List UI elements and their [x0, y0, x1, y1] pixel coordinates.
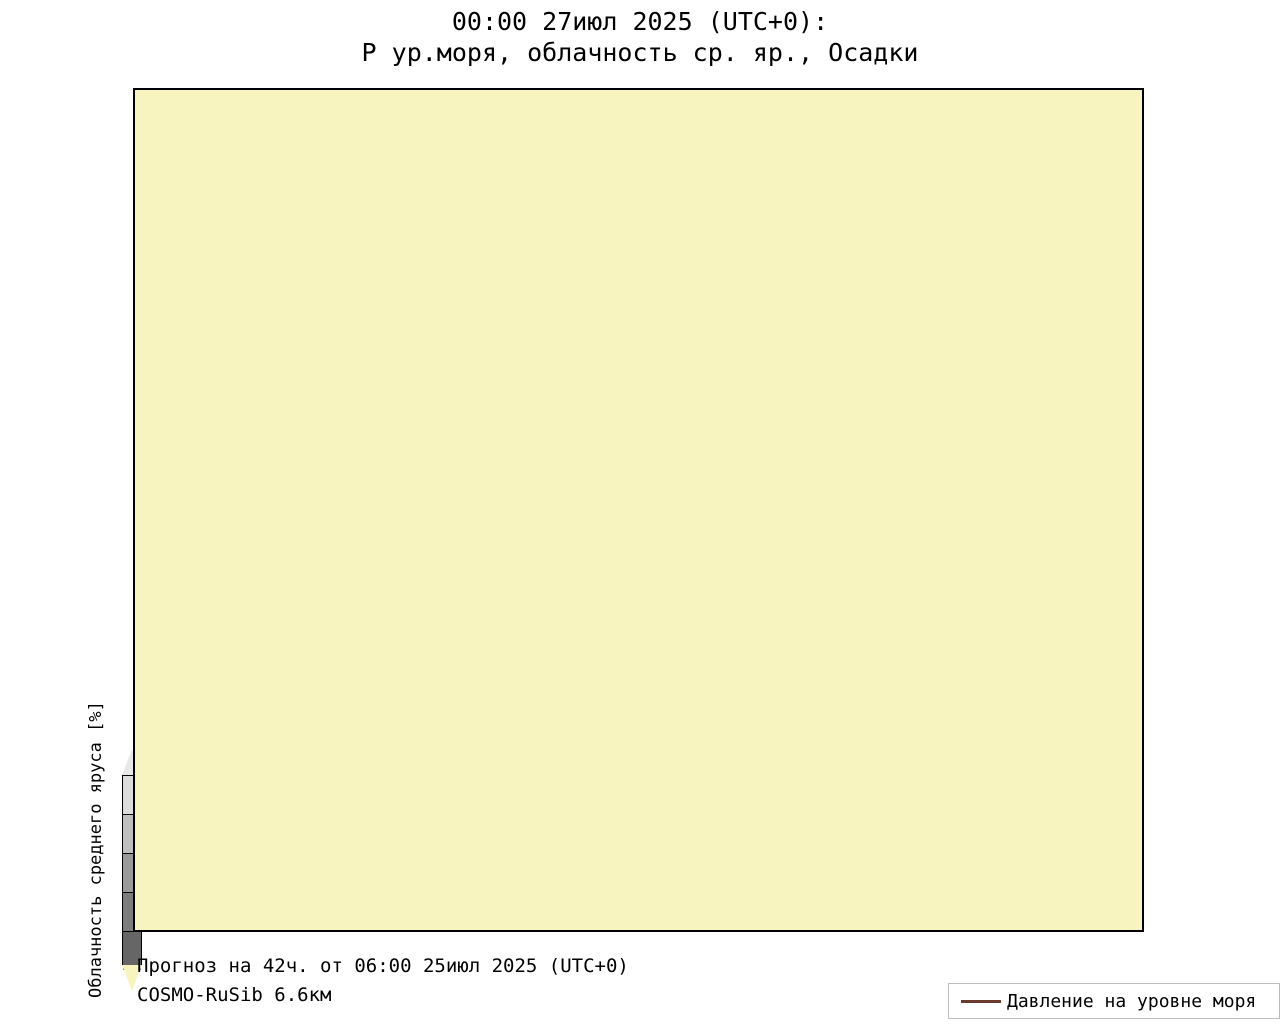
- precipitation-colorbar: Осадки за предыдущие 3 часа [мм] 5025151…: [1150, 330, 1280, 710]
- weather-map[interactable]: [133, 88, 1144, 932]
- pressure-line-swatch: [961, 999, 1001, 1003]
- footer-text: Прогноз на 42ч. от 06:00 25июл 2025 (UTC…: [137, 952, 629, 1010]
- cloud-cover-colorbar-title: Облачность среднего яруса [%]: [86, 701, 106, 998]
- model-line: COSMO-RuSib 6.6км: [137, 984, 332, 1006]
- pressure-legend: Давление на уровне моря: [948, 983, 1280, 1019]
- page-title: 00:00 27июл 2025 (UTC+0): P ур.моря, обл…: [0, 6, 1280, 68]
- pressure-legend-label: Давление на уровне моря: [1007, 990, 1257, 1012]
- forecast-line: Прогноз на 42ч. от 06:00 25июл 2025 (UTC…: [137, 955, 629, 977]
- weather-map-canvas: [135, 90, 1142, 930]
- title-line-1: 00:00 27июл 2025 (UTC+0):: [451, 7, 829, 36]
- title-line-2: P ур.моря, облачность ср. яр., Осадки: [361, 38, 919, 67]
- colorbar-bottom-arrow: [122, 965, 142, 991]
- colorbar-segment: [123, 932, 141, 970]
